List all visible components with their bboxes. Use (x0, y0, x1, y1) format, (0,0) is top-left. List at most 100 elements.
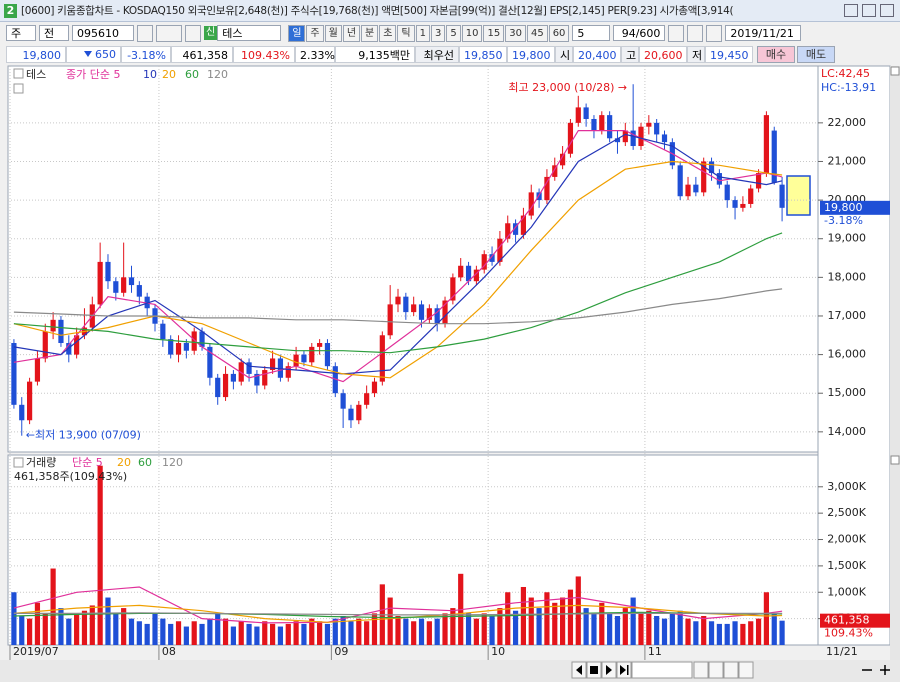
volume-bar (450, 608, 456, 645)
tool-button[interactable] (687, 24, 704, 42)
volume-bar (183, 626, 189, 645)
legend-entry: 종가 단순 5 (66, 68, 120, 81)
y-tick-label: 21,000 (828, 154, 867, 167)
candle-body (426, 308, 432, 320)
interval-button[interactable]: 월 (324, 24, 342, 42)
icon (576, 665, 582, 675)
interval-button[interactable]: 45 (526, 24, 548, 42)
current-volume: 461,358 (824, 614, 870, 627)
search-button[interactable] (137, 24, 153, 42)
open-label: 시 (555, 45, 573, 63)
date-input[interactable]: 2019/11/21 (725, 25, 802, 41)
candle-body (11, 343, 17, 405)
annotation: 최고 23,000 (10/28) → (508, 81, 627, 94)
interval-button[interactable]: 분 (361, 24, 379, 42)
window-button[interactable] (844, 4, 858, 17)
down-arrow (84, 51, 92, 57)
volume-bar (309, 618, 315, 645)
sound-button[interactable] (156, 24, 182, 42)
ask: 19,850 (459, 45, 507, 63)
scroll-track[interactable] (631, 661, 693, 679)
interval-button[interactable]: 주 (306, 24, 324, 42)
candle-body (708, 161, 715, 174)
change-value: 650 (95, 47, 116, 61)
panel-button[interactable] (890, 455, 900, 465)
interval-button[interactable]: 1 (415, 24, 430, 42)
candle-body (348, 408, 354, 421)
y-tick-label: 18,000 (828, 270, 867, 283)
indicator: HC:-13,91 (821, 81, 876, 94)
bid: 19,800 (507, 45, 555, 63)
volume-bar (528, 597, 534, 645)
volume-bar (168, 623, 174, 645)
code-input[interactable]: 095610 (72, 25, 134, 41)
sell-button[interactable]: 매도 (797, 45, 835, 63)
volume-bar (748, 621, 754, 645)
control-button[interactable] (693, 661, 709, 679)
control-button[interactable] (738, 661, 754, 679)
candle-body (277, 358, 284, 378)
icon (620, 665, 629, 675)
volume-bar (403, 618, 409, 645)
interval-button[interactable]: 틱 (397, 24, 415, 42)
volume-bar (630, 597, 636, 645)
prev-select[interactable]: 전 (39, 25, 69, 41)
candle-body (230, 373, 236, 382)
scroll-controls[interactable] (571, 661, 890, 679)
interval-button[interactable]: 초 (379, 24, 397, 42)
scrollbar[interactable] (890, 66, 900, 660)
volume-bar (105, 597, 111, 645)
volume-bar (607, 613, 613, 645)
candle-body (97, 261, 103, 305)
control-button[interactable] (723, 661, 739, 679)
count-select[interactable]: 5 (572, 25, 611, 41)
interval-button[interactable]: 10 (461, 24, 483, 42)
window-button[interactable] (862, 4, 876, 17)
panel-button[interactable] (890, 66, 900, 76)
volume-bar (81, 610, 88, 645)
name-input[interactable]: 테스 (217, 25, 282, 41)
interval-button[interactable]: 30 (505, 24, 526, 42)
candle-body (622, 130, 628, 143)
y-tick-label: 19,000 (828, 232, 867, 245)
interval-button[interactable]: 일 (288, 24, 306, 42)
buy-button[interactable]: 매수 (757, 45, 795, 63)
candle-body (450, 277, 456, 301)
candle-body (779, 184, 785, 208)
interval-button[interactable]: 60 (548, 24, 570, 42)
volume-bar (724, 623, 730, 645)
candle-body (183, 343, 189, 351)
candle-body (191, 331, 197, 351)
volume-bar (293, 621, 299, 645)
annotation: ←최저 13,900 (07/09) (26, 429, 141, 442)
y-tick-label: 22,000 (828, 116, 867, 129)
candle-body (215, 377, 221, 398)
volume-bar (512, 610, 519, 645)
interval-button[interactable]: 15 (483, 24, 505, 42)
interval-button[interactable]: 3 (431, 24, 446, 42)
candle-body (317, 343, 323, 347)
tool-button[interactable] (668, 24, 685, 42)
candle-body (560, 153, 566, 166)
current-change: -3.18% (824, 214, 863, 227)
volume-bar (97, 465, 103, 645)
range-input[interactable]: 94/600 (613, 25, 666, 41)
interval-button[interactable]: 년 (342, 24, 361, 42)
volume-bar (583, 608, 589, 645)
legend-entry: 120 (162, 456, 183, 469)
window-button[interactable] (880, 4, 894, 17)
tool-button[interactable] (706, 24, 723, 42)
window-buttons[interactable] (844, 4, 900, 17)
interval-button[interactable]: 5 (446, 24, 461, 42)
star-button[interactable] (185, 24, 201, 42)
volume-bar (661, 618, 668, 645)
candle-body (630, 130, 636, 147)
volume-ratio: 109.43% (233, 45, 295, 63)
control-button[interactable] (708, 661, 724, 679)
y-tick-label: 15,000 (828, 386, 867, 399)
candle-body (175, 343, 182, 355)
candle-body (411, 304, 417, 313)
candle-body (520, 215, 527, 235)
period-select[interactable]: 주 (6, 25, 36, 41)
candle-body (269, 358, 276, 371)
